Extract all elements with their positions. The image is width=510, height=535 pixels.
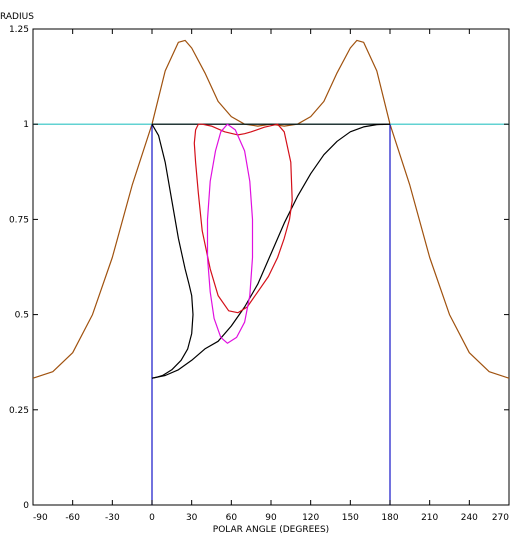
x-tick-label: -60 [65, 513, 80, 523]
x-tick-label: 150 [342, 513, 359, 523]
x-tick-label: -90 [33, 513, 48, 523]
black-series-line [151, 123, 391, 379]
x-tick-label: -30 [105, 513, 120, 523]
y-tick-label: 0.5 [15, 311, 29, 321]
y-tick-label: 0.75 [9, 215, 29, 225]
x-tick-label: 180 [381, 513, 398, 523]
x-axis-label: POLAR ANGLE (DEGREES) [213, 525, 329, 535]
black-series-line [151, 123, 194, 379]
x-tick-label: 120 [302, 513, 319, 523]
x-tick-label: 90 [265, 513, 277, 523]
x-tick-label: 0 [149, 513, 155, 523]
y-tick-label: 1 [23, 120, 29, 130]
x-tick-label: 240 [461, 513, 478, 523]
y-tick-label: 0 [23, 501, 29, 511]
x-tick-label: 60 [226, 513, 238, 523]
y-axis-label: RADIUS [0, 12, 34, 22]
y-tick-label: 0.25 [9, 406, 29, 416]
magenta-series-line [206, 123, 254, 344]
x-tick-label: 270 [492, 513, 509, 523]
x-tick-label: 210 [421, 513, 438, 523]
ticks-layer: -90 -60 -30 0 30 60 90 120 150 180 210 240 270 0 0.25 0… [9, 25, 510, 523]
plot-frame [32, 28, 510, 506]
red-series-line [193, 123, 293, 314]
series-layer [32, 39, 510, 505]
x-tick-label: 30 [186, 513, 198, 523]
y-tick-label: 1.25 [9, 25, 29, 35]
brown-series-line [32, 39, 510, 379]
